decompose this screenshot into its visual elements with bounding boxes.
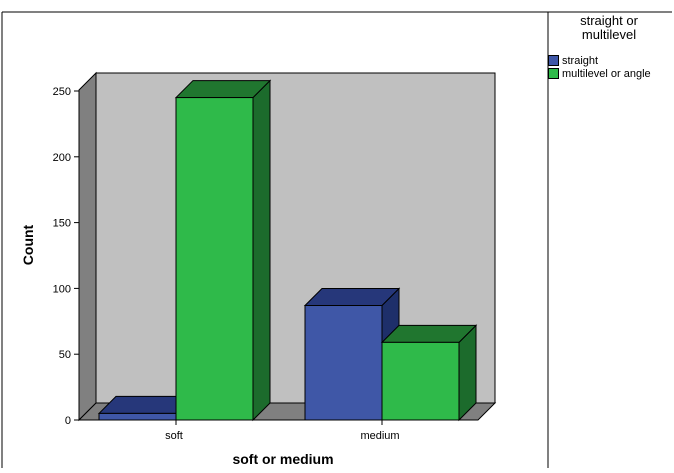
legend-swatch-multilevel <box>548 68 559 79</box>
y-tick-label: 200 <box>53 152 71 164</box>
y-axis-title: Count <box>20 224 36 265</box>
x-tick-label-medium: medium <box>360 430 399 442</box>
legend: straight or multilevel straight multilev… <box>548 14 674 80</box>
y-tick-label: 250 <box>53 86 71 98</box>
bar-medium-multilevel-or-angle <box>381 341 460 421</box>
side-wall <box>78 71 97 422</box>
bar-top-medium-1 <box>380 324 478 343</box>
bar-side-soft-1 <box>252 79 271 422</box>
bar-top-medium-0 <box>303 288 401 307</box>
legend-label-straight: straight <box>562 54 599 67</box>
legend-swatch-straight <box>548 55 559 66</box>
legend-item-straight: straight <box>548 54 674 67</box>
y-tick-label: 0 <box>65 415 71 427</box>
legend-item-multilevel: multilevel or angle <box>548 67 674 80</box>
plot-area: 0 50 100 150 200 250 soft medium <box>53 71 497 442</box>
y-tick-label: 150 <box>53 218 71 230</box>
bar-medium-straight <box>304 305 383 421</box>
bar-soft-straight <box>98 412 177 421</box>
legend-label-multilevel: multilevel or angle <box>562 67 651 80</box>
bar-top-soft-1 <box>174 80 272 99</box>
bar-soft-multilevel-or-angle <box>175 97 254 421</box>
legend-spacer <box>548 42 674 54</box>
y-tick-label: 100 <box>53 283 71 295</box>
y-tick-label: 50 <box>59 349 71 361</box>
x-tick-label-soft: soft <box>165 430 183 442</box>
legend-title: straight or multilevel <box>580 13 638 42</box>
x-axis-title: soft or medium <box>232 451 333 467</box>
